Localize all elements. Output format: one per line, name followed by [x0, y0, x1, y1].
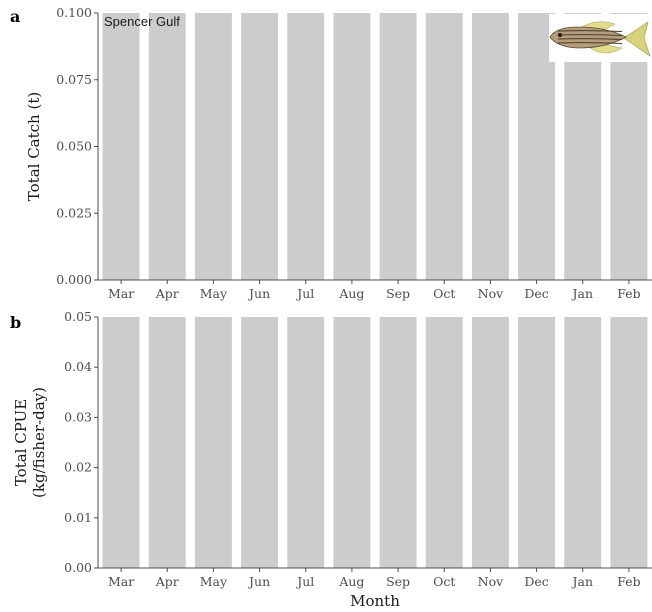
x-tick-label-b: Mar: [108, 574, 134, 589]
bar-b-may: [194, 317, 232, 568]
x-axis-title-b: Month: [350, 592, 400, 608]
bar-b-jan: [564, 317, 602, 568]
x-tick-label-a: Jul: [295, 286, 314, 301]
bar-b-aug: [333, 317, 371, 568]
bar-b-sep: [379, 317, 417, 568]
bar-a-mar: [102, 13, 140, 280]
y-tick-label-a: 0.025: [56, 205, 92, 220]
x-tick-label-a: Nov: [478, 286, 504, 301]
y-tick-label-b: 0.01: [64, 510, 92, 525]
bar-a-nov: [471, 13, 509, 280]
x-tick-label-a: Jun: [247, 286, 270, 301]
bar-b-mar: [102, 317, 140, 568]
x-tick-label-a: Oct: [433, 286, 455, 301]
bar-a-apr: [148, 13, 186, 280]
fish-stripe: [557, 34, 623, 36]
fish-stripe: [557, 30, 623, 32]
x-tick-label-b: Jul: [295, 574, 314, 589]
x-tick-label-a: Jan: [570, 286, 593, 301]
x-tick-label-a: Aug: [338, 286, 364, 301]
bar-a-jun: [241, 13, 279, 280]
y-tick-label-b: 0.05: [64, 309, 92, 324]
panel-annotation-a: Spencer Gulf: [104, 14, 180, 29]
x-tick-label-b: Jan: [570, 574, 593, 589]
x-tick-label-a: Feb: [617, 286, 640, 301]
bar-a-dec: [518, 13, 556, 280]
fish-stripe: [557, 42, 623, 44]
x-tick-label-b: Oct: [433, 574, 455, 589]
bar-a-jul: [287, 13, 325, 280]
bar-a-oct: [425, 13, 463, 280]
x-tick-label-b: Sep: [386, 574, 410, 589]
bar-b-jul: [287, 317, 325, 568]
bar-b-dec: [518, 317, 556, 568]
x-tick-label-a: Dec: [524, 286, 548, 301]
bar-b-jun: [241, 317, 279, 568]
x-tick-label-b: Jun: [247, 574, 270, 589]
x-tick-label-a: Sep: [386, 286, 410, 301]
y-tick-label-a: 0.075: [56, 72, 92, 87]
y-tick-label-a: 0.100: [56, 5, 92, 20]
bar-a-sep: [379, 13, 417, 280]
y-tick-label-b: 0.02: [64, 460, 92, 475]
y-tick-label-b: 0.03: [64, 409, 92, 424]
fish-tail: [623, 21, 651, 57]
fish-icon: [549, 14, 652, 62]
x-tick-label-a: Apr: [155, 286, 179, 301]
x-tick-label-b: Nov: [478, 574, 504, 589]
bar-b-nov: [471, 317, 509, 568]
x-tick-label-b: Dec: [524, 574, 548, 589]
y-axis-title-b: Total CPUE(kg/fisher-day): [12, 387, 48, 498]
x-tick-label-b: May: [200, 574, 228, 589]
x-tick-label-b: Apr: [155, 574, 179, 589]
panel-a-letter: a: [10, 7, 20, 26]
y-tick-label-a: 0.050: [56, 139, 92, 154]
y-axis-title-line: (kg/fisher-day): [30, 387, 48, 498]
fish-eye: [558, 33, 562, 37]
x-tick-label-a: May: [200, 286, 228, 301]
x-tick-label-b: Aug: [338, 574, 364, 589]
x-tick-label-a: Mar: [108, 286, 134, 301]
y-tick-label-a: 0.000: [56, 272, 92, 287]
y-axis-title-line: Total CPUE: [12, 399, 30, 486]
bar-b-feb: [610, 317, 648, 568]
bar-b-apr: [148, 317, 186, 568]
fish-anal-fin: [589, 44, 623, 54]
x-tick-label-b: Feb: [617, 574, 640, 589]
bar-a-may: [194, 13, 232, 280]
y-axis-title-a: Total Catch (t): [25, 92, 43, 201]
bar-a-aug: [333, 13, 371, 280]
fish-stripe: [557, 38, 623, 40]
panel-b-letter: b: [10, 313, 21, 332]
y-tick-label-b: 0.04: [64, 359, 92, 374]
bar-b-oct: [425, 317, 463, 568]
y-tick-label-b: 0.00: [64, 560, 92, 575]
